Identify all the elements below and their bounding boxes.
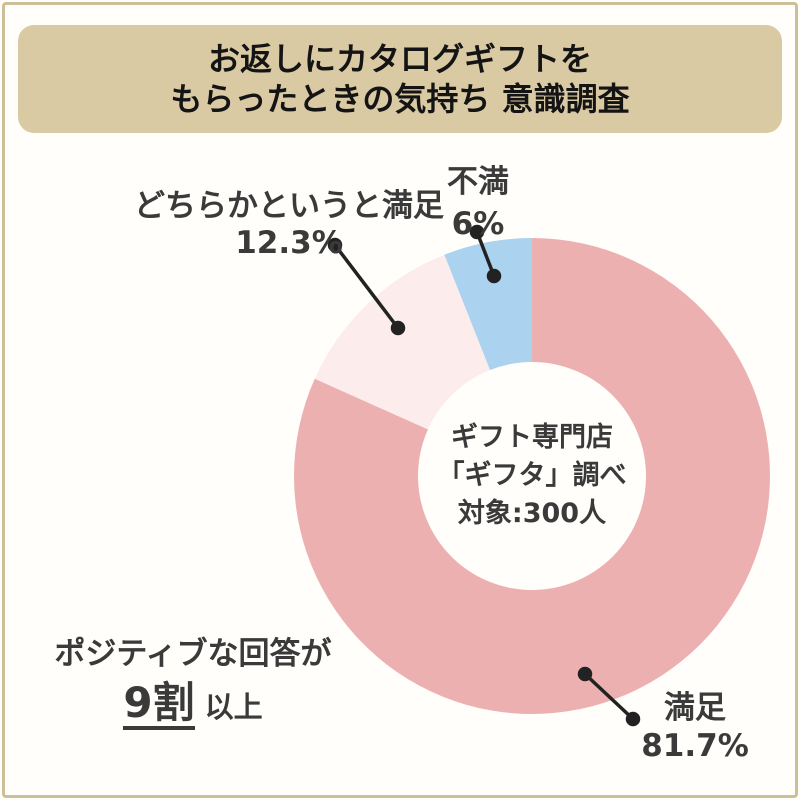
leader-dot-satisfied-outer (625, 711, 641, 727)
label-somewhat-satisfied: どちらかというと満足 12.3% (64, 188, 514, 262)
label-somewhat-satisfied-text: どちらかというと満足 (134, 188, 444, 224)
center-note-line-2: 「ギフタ」調べ (437, 460, 627, 491)
positive-answer-note: ポジティブな回答が 9割 以上 (23, 628, 363, 731)
label-dissatisfied-text: 不満 (447, 164, 509, 200)
label-dissatisfied: 不満 6% (408, 161, 548, 245)
leader-line-satisfied (583, 672, 635, 721)
title-line-2: もらったときの気持ち 意識調査 (170, 80, 630, 118)
label-somewhat-satisfied-value: 12.3% (235, 225, 343, 261)
leader-dot-somewhat-inner (390, 320, 406, 336)
note-line-1: ポジティブな回答が (54, 636, 332, 672)
leader-lines (327, 224, 641, 727)
leader-dot-somewhat-outer (327, 237, 343, 253)
note-suffix: 以上 (204, 690, 263, 724)
note-highlight-9wari: 9割 (123, 680, 195, 731)
donut-slice-2 (444, 238, 532, 371)
label-satisfied-value: 81.7% (641, 728, 749, 764)
donut-slice-1 (314, 254, 491, 430)
center-note-line-3: 対象:300人 (457, 498, 607, 529)
label-satisfied: 満足 81.7% (615, 689, 775, 765)
title-line-1: お返しにカタログギフトを (207, 40, 592, 78)
donut-slices (293, 238, 771, 714)
donut-slice-0 (293, 238, 771, 714)
leader-dot-satisfied-inner (577, 666, 593, 682)
leader-dot-dissatisfied-inner (486, 268, 502, 284)
center-note-line-1: ギフト専門店 (451, 422, 613, 453)
leader-line-somewhat (333, 243, 400, 330)
leader-line-dissatisfied (475, 231, 496, 277)
label-satisfied-text: 満足 (664, 690, 726, 726)
title-banner: お返しにカタログギフトを もらったときの気持ち 意識調査 (18, 25, 782, 133)
label-dissatisfied-value: 6% (451, 206, 505, 242)
donut-center-note: ギフト専門店 「ギフタ」調べ 対象:300人 (372, 419, 692, 533)
note-line-2: 9割 以上 (23, 680, 363, 731)
leader-dot-dissatisfied-outer (469, 224, 485, 240)
